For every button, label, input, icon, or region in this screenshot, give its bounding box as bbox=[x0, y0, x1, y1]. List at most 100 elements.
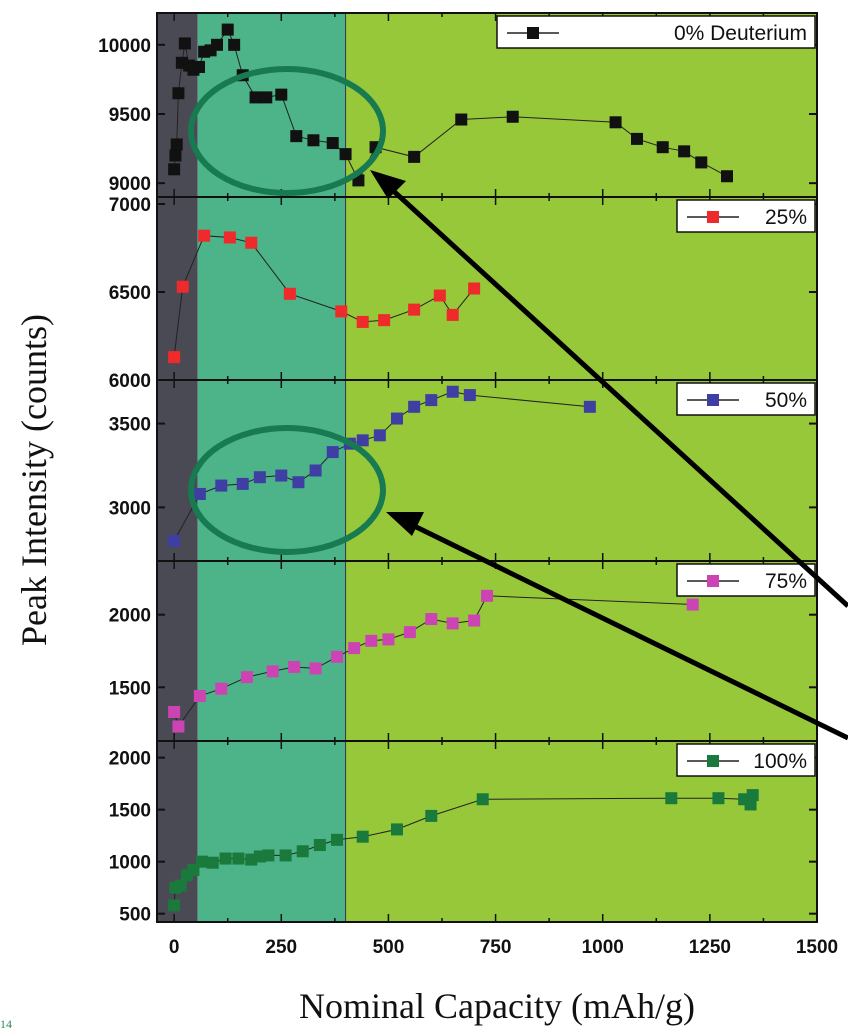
data-point bbox=[678, 145, 691, 158]
data-point bbox=[241, 671, 253, 684]
data-point bbox=[331, 833, 343, 846]
data-point bbox=[236, 477, 249, 490]
data-point bbox=[746, 789, 759, 802]
data-point bbox=[283, 287, 296, 300]
legend-label: 100% bbox=[753, 750, 807, 773]
data-point bbox=[455, 113, 468, 126]
data-point bbox=[408, 150, 421, 163]
arrow-head-top bbox=[370, 170, 406, 199]
legend-box bbox=[676, 743, 816, 777]
x-tick-label: 1250 bbox=[689, 937, 731, 958]
data-point bbox=[292, 476, 305, 489]
data-point bbox=[253, 471, 266, 484]
data-point bbox=[260, 91, 273, 104]
data-point bbox=[193, 60, 205, 73]
panel-frame bbox=[156, 740, 818, 923]
y-tick-label: 2000 bbox=[109, 749, 151, 770]
data-point bbox=[215, 479, 228, 492]
x-tick-label: 250 bbox=[265, 937, 297, 958]
y-tick-label: 9000 bbox=[109, 174, 151, 195]
data-point bbox=[168, 351, 181, 364]
legend-box bbox=[496, 15, 816, 49]
data-point bbox=[169, 149, 182, 162]
data-point bbox=[219, 852, 232, 865]
data-point bbox=[446, 385, 459, 398]
data-point bbox=[446, 617, 459, 630]
data-point bbox=[211, 38, 223, 51]
data-point bbox=[172, 720, 185, 733]
data-point bbox=[609, 116, 622, 129]
legend-label: 0% Deuterium bbox=[674, 22, 807, 45]
data-point bbox=[403, 626, 416, 639]
data-point bbox=[356, 830, 369, 843]
data-point bbox=[476, 793, 489, 806]
y-tick-label: 7000 bbox=[109, 195, 151, 216]
data-point bbox=[290, 130, 303, 143]
data-point bbox=[309, 464, 322, 477]
data-point bbox=[425, 394, 438, 407]
x-axis-title: Nominal Capacity (mAh/g) bbox=[299, 986, 695, 1026]
x-tick-label: 0 bbox=[169, 937, 180, 958]
data-point bbox=[686, 598, 699, 611]
data-point bbox=[168, 163, 181, 176]
legend-label: 25% bbox=[765, 206, 807, 229]
data-point bbox=[193, 487, 206, 500]
data-point bbox=[356, 315, 369, 328]
data-point bbox=[463, 389, 476, 402]
data-point bbox=[712, 792, 725, 805]
data-point bbox=[433, 289, 446, 302]
data-point bbox=[356, 434, 369, 447]
data-point bbox=[468, 282, 481, 295]
data-point bbox=[744, 798, 757, 811]
data-point bbox=[506, 110, 519, 123]
data-point bbox=[331, 650, 343, 663]
data-point bbox=[279, 849, 292, 862]
highlight-ellipse-top bbox=[188, 66, 386, 196]
y-tick-label: 3000 bbox=[109, 498, 151, 519]
y-tick-label: 6500 bbox=[109, 283, 151, 304]
data-point bbox=[339, 148, 352, 161]
arrow-line-top bbox=[386, 184, 848, 608]
data-point bbox=[168, 705, 181, 718]
panel-2: 3000 3500 50% bbox=[109, 379, 818, 562]
y-tick-label: 2000 bbox=[109, 606, 151, 627]
data-point bbox=[249, 91, 262, 104]
y-tick-label: 3500 bbox=[109, 415, 151, 436]
legend-label: 50% bbox=[765, 389, 807, 412]
y-axis-title: Peak Intensity (counts) bbox=[14, 314, 54, 646]
data-point bbox=[196, 855, 208, 868]
data-point bbox=[408, 303, 421, 316]
data-point bbox=[168, 899, 181, 912]
data-point bbox=[382, 633, 395, 646]
data-point bbox=[245, 236, 258, 249]
data-point bbox=[275, 469, 288, 482]
data-point bbox=[275, 88, 288, 101]
arrow-head-middle bbox=[386, 512, 424, 536]
data-point bbox=[468, 614, 481, 627]
legend-marker bbox=[707, 755, 719, 767]
legend-marker bbox=[707, 211, 719, 223]
data-point bbox=[656, 141, 669, 154]
data-point bbox=[721, 170, 733, 183]
data-point bbox=[348, 642, 361, 655]
data-point bbox=[262, 849, 275, 862]
highlight-ellipse-middle bbox=[188, 425, 386, 555]
y-tick-label: 1500 bbox=[109, 678, 151, 699]
data-point bbox=[309, 662, 322, 675]
y-tick-label: 1000 bbox=[109, 853, 151, 874]
data-point bbox=[168, 534, 181, 547]
arrow-line-middle bbox=[404, 519, 848, 741]
region-band-2 bbox=[345, 13, 817, 922]
y-tick-label: 9500 bbox=[109, 105, 151, 126]
data-point bbox=[174, 879, 187, 892]
data-point bbox=[326, 137, 339, 150]
data-point bbox=[245, 853, 258, 866]
x-tick-label: 1000 bbox=[582, 937, 624, 958]
data-point bbox=[228, 38, 241, 51]
data-point bbox=[232, 852, 245, 865]
data-point bbox=[313, 839, 326, 852]
data-point bbox=[408, 400, 421, 413]
data-point bbox=[178, 37, 191, 50]
data-point bbox=[631, 132, 643, 145]
